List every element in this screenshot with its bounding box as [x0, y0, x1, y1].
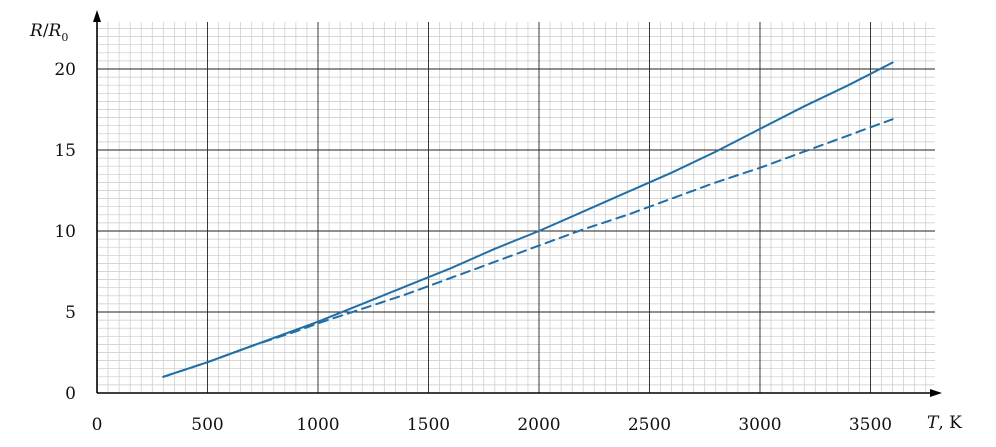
x-axis-title: T, K — [927, 413, 962, 433]
major-grid — [97, 22, 935, 393]
y-tick-label: 5 — [65, 303, 76, 323]
x-tick-label: 500 — [191, 415, 223, 435]
axes — [93, 10, 942, 397]
y-tick-label: 15 — [54, 141, 76, 161]
x-tick-label: 1500 — [407, 415, 450, 435]
y-tick-label: 0 — [65, 384, 76, 404]
y-axis-arrow — [93, 10, 101, 22]
x-tick-label: 3500 — [849, 415, 892, 435]
series-line-dashed — [162, 118, 894, 378]
x-tick-label: 2000 — [517, 415, 560, 435]
tick-labels: 0 500 1000 1500 2000 2500 3000 3500 0 5 10 15 20 — [54, 60, 892, 435]
y-tick-label: 10 — [54, 222, 76, 242]
x-tick-label: 1000 — [296, 415, 339, 435]
y-tick-label: 20 — [54, 60, 76, 80]
minor-grid — [97, 22, 935, 393]
x-tick-label: 0 — [92, 415, 103, 435]
series-layer — [162, 61, 894, 378]
x-tick-label: 2500 — [628, 415, 671, 435]
series-line-solid — [162, 61, 894, 378]
x-axis-arrow — [930, 389, 942, 397]
y-axis-title: R/R0 — [29, 21, 68, 44]
x-tick-label: 3000 — [738, 415, 781, 435]
